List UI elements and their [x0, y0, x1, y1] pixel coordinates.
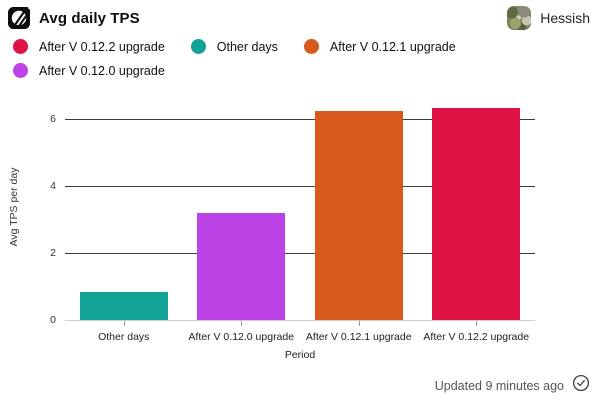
legend: After V 0.12.2 upgrade Other days After V … — [13, 39, 587, 78]
x-axis-title: Period — [284, 349, 316, 361]
user-chip[interactable]: Hessish — [507, 6, 590, 30]
gridline — [65, 186, 535, 188]
legend-label: After V 0.12.1 upgrade — [329, 39, 456, 54]
x-axis-tick-mark — [123, 321, 125, 326]
legend-item[interactable]: After V 0.12.0 upgrade — [13, 63, 165, 78]
legend-swatch — [13, 39, 28, 54]
bar[interactable] — [79, 291, 168, 320]
x-axis-tick-label: After V 0.12.2 upgrade — [423, 331, 530, 343]
gridline — [65, 119, 535, 121]
header: Avg daily TPS Hessish — [8, 5, 590, 31]
page-title: Avg daily TPS — [39, 9, 140, 27]
legend-item[interactable]: After V 0.12.2 upgrade — [13, 39, 165, 54]
x-axis-tick-mark — [241, 321, 243, 326]
x-axis-tick-mark — [476, 321, 478, 326]
legend-label: After V 0.12.2 upgrade — [39, 39, 165, 54]
updated-text: Updated 9 minutes ago — [434, 378, 564, 393]
x-axis-tick-label: After V 0.12.1 upgrade — [305, 331, 412, 343]
legend-label: After V 0.12.0 upgrade — [39, 63, 165, 78]
x-axis-baseline — [65, 320, 535, 321]
app-logo-icon — [8, 7, 30, 29]
y-axis-tick-label: 0 — [50, 314, 56, 326]
bar[interactable] — [432, 108, 521, 320]
username[interactable]: Hessish — [540, 10, 590, 26]
avatar[interactable] — [507, 6, 532, 30]
gridline — [65, 253, 535, 255]
x-axis-tick-mark — [358, 321, 360, 326]
legend-item[interactable]: After V 0.12.1 upgrade — [303, 39, 456, 54]
legend-item[interactable]: Other days — [190, 39, 278, 54]
y-axis-title: Avg TPS per day — [8, 167, 20, 247]
check-circle-icon — [572, 374, 590, 397]
legend-swatch — [303, 39, 319, 54]
y-axis-tick-label: 6 — [50, 113, 56, 126]
legend-swatch — [13, 63, 28, 78]
y-axis-tick-label: 4 — [50, 180, 56, 193]
bar[interactable] — [314, 110, 403, 320]
bar[interactable] — [197, 212, 286, 320]
x-axis-tick-label: Other days — [98, 331, 150, 343]
legend-swatch — [190, 39, 206, 54]
legend-label: Other days — [216, 39, 278, 54]
y-axis-tick-label: 2 — [50, 247, 56, 260]
footer: Updated 9 minutes ago — [435, 374, 590, 397]
x-axis-tick-label: After V 0.12.0 upgrade — [188, 331, 295, 343]
header-left: Avg daily TPS — [8, 7, 140, 29]
